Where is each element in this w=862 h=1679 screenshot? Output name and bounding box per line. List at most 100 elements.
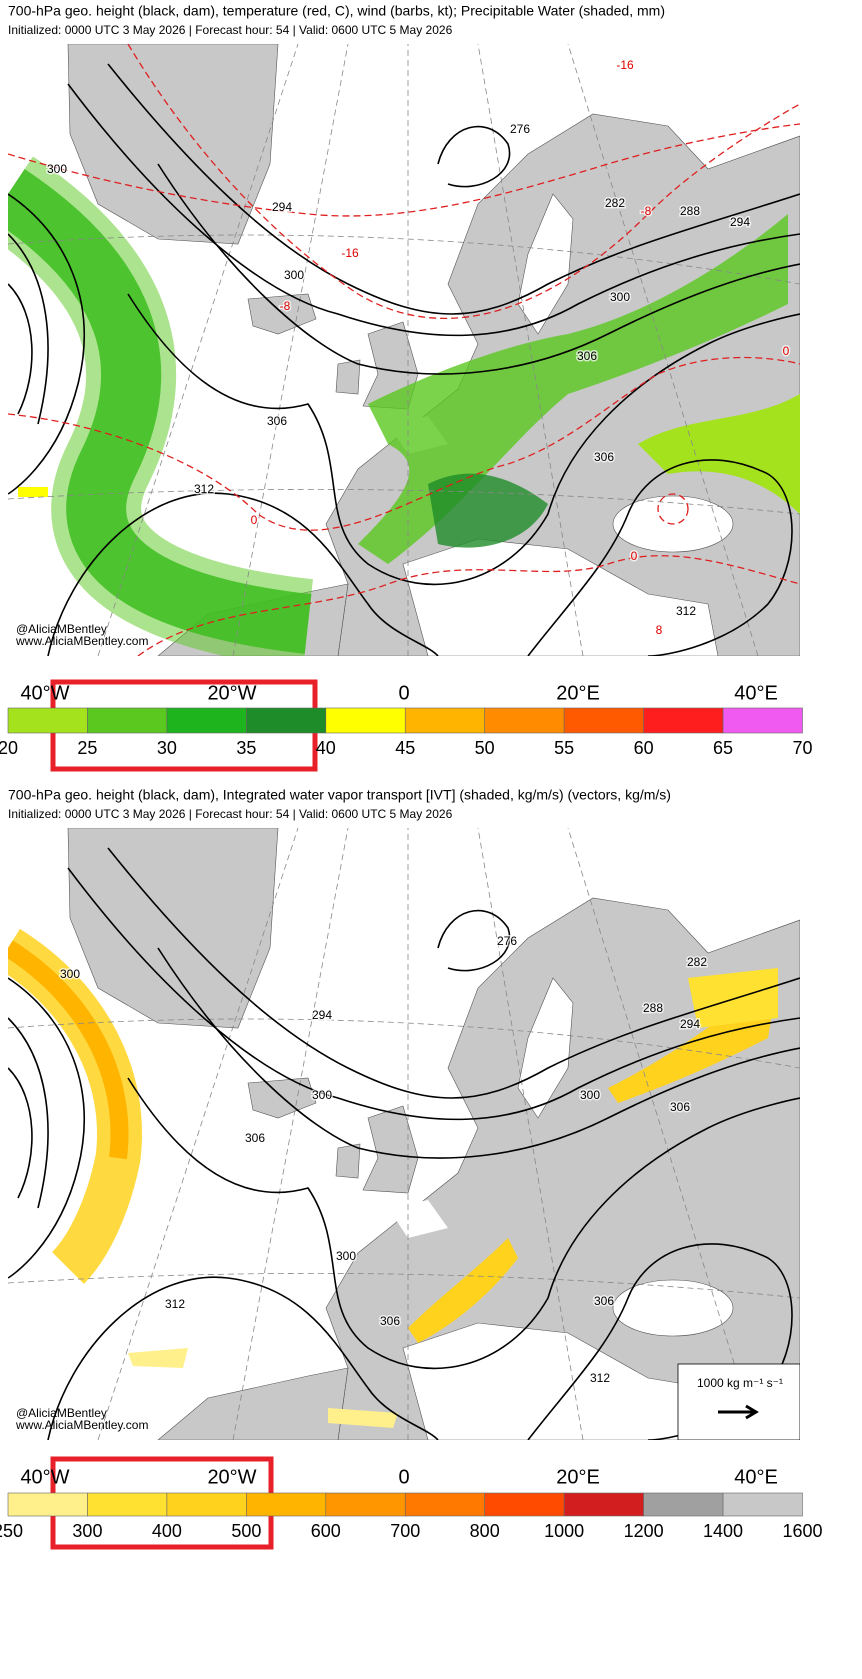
colorbar-tick-label: 20: [0, 738, 18, 758]
contour-label: 288: [680, 204, 700, 218]
contour-label: 294: [272, 200, 292, 214]
colorbar-segment: [87, 707, 168, 734]
panel-title: 700-hPa geo. height (black, dam), temper…: [8, 3, 665, 19]
panel-title: 700-hPa geo. height (black, dam), Integr…: [8, 787, 671, 803]
contour-label: 312: [676, 604, 696, 618]
credit: www.AliciaMBentley.com: [15, 1418, 148, 1432]
temperature-label: -8: [641, 204, 652, 218]
colorbar-tick-label: 60: [634, 738, 654, 758]
temperature-label: -16: [341, 246, 359, 260]
colorbar-segment: [722, 707, 803, 734]
contour-label: 294: [312, 1008, 332, 1022]
longitude-label: 40°E: [734, 1466, 778, 1488]
colorbar-tick-label: 1000: [544, 1521, 584, 1541]
contour-label: 306: [594, 1294, 614, 1308]
colorbar-tick-label: 400: [152, 1521, 182, 1541]
contour-label: 300: [312, 1088, 332, 1102]
colorbar-tick-label: 1600: [782, 1521, 822, 1541]
contour-label: 282: [605, 196, 625, 210]
colorbar-tick-label: 45: [395, 738, 415, 758]
temperature-label: 8: [656, 623, 663, 637]
panel-subtitle: Initialized: 0000 UTC 3 May 2026 | Forec…: [8, 23, 453, 37]
credit: @AliciaMBentley: [16, 1406, 107, 1420]
longitude-label: 0: [398, 682, 409, 704]
contour-label: 294: [680, 1017, 700, 1031]
contour-label: 306: [577, 349, 597, 363]
contour-label: 288: [643, 1001, 663, 1015]
map: [8, 44, 800, 656]
contour-label: 276: [510, 122, 530, 136]
longitude-label: 20°E: [556, 682, 600, 704]
colorbar-segment: [484, 707, 565, 734]
longitude-label: 40°E: [734, 682, 778, 704]
credit: @AliciaMBentley: [16, 622, 107, 636]
colorbar-segment: [404, 707, 485, 734]
temperature-label: -8: [280, 299, 291, 313]
colorbar-tick-label: 35: [236, 738, 256, 758]
longitude-label: 20°W: [207, 682, 256, 704]
colorbar-tick-label: 30: [157, 738, 177, 758]
colorbar-segment: [7, 707, 88, 734]
contour-label: 300: [610, 290, 630, 304]
contour-label: 282: [687, 955, 707, 969]
longitude-label: 20°E: [556, 1466, 600, 1488]
contour-label: 306: [380, 1314, 400, 1328]
longitude-label: 40°W: [20, 682, 69, 704]
contour-label: 306: [267, 414, 287, 428]
colorbar-tick-label: 65: [713, 738, 733, 758]
colorbar-segment: [246, 707, 327, 734]
contour-label: 300: [284, 268, 304, 282]
colorbar-segment: [722, 1492, 803, 1517]
colorbar-segment: [166, 707, 247, 734]
colorbar-segment: [563, 1492, 644, 1517]
contour-label: 306: [245, 1131, 265, 1145]
colorbar-tick-label: 1200: [624, 1521, 664, 1541]
colorbar-segment: [7, 1492, 88, 1517]
longitude-label: 20°W: [207, 1466, 256, 1488]
colorbar-segment: [87, 1492, 168, 1517]
contour-label: 300: [60, 967, 80, 981]
colorbar-tick-label: 800: [470, 1521, 500, 1541]
contour-label: 300: [580, 1088, 600, 1102]
contour-label: 312: [590, 1371, 610, 1385]
temperature-label: 0: [783, 344, 790, 358]
contour-label: 306: [594, 450, 614, 464]
colorbar-tick-label: 600: [311, 1521, 341, 1541]
colorbar-tick-label: 250: [0, 1521, 23, 1541]
longitude-label: 0: [398, 1466, 409, 1488]
colorbar-segment: [166, 1492, 247, 1517]
longitude-label: 40°W: [20, 1466, 69, 1488]
contour-label: 276: [497, 934, 517, 948]
temperature-label: -16: [616, 58, 634, 72]
colorbar-tick-label: 40: [316, 738, 336, 758]
colorbar-segment: [643, 707, 724, 734]
colorbar-tick-label: 55: [554, 738, 574, 758]
contour-label: 306: [670, 1100, 690, 1114]
colorbar-segment: [643, 1492, 724, 1517]
temperature-label: 0: [631, 549, 638, 563]
colorbar-segment: [325, 1492, 406, 1517]
temperature-label: 0: [251, 513, 258, 527]
contour-label: 294: [730, 215, 750, 229]
colorbar-segment: [563, 707, 644, 734]
colorbar-segment: [404, 1492, 485, 1517]
colorbar-tick-label: 700: [390, 1521, 420, 1541]
colorbar-tick-label: 300: [72, 1521, 102, 1541]
contour-label: 312: [194, 482, 214, 496]
credit: www.AliciaMBentley.com: [15, 634, 148, 648]
colorbar-tick-label: 50: [475, 738, 495, 758]
panel-subtitle: Initialized: 0000 UTC 3 May 2026 | Forec…: [8, 807, 453, 821]
contour-label: 300: [336, 1249, 356, 1263]
map: [8, 828, 800, 1440]
colorbar-tick-label: 25: [77, 738, 97, 758]
colorbar-segment: [484, 1492, 565, 1517]
contour-label: 300: [47, 162, 67, 176]
contour-label: 312: [165, 1297, 185, 1311]
colorbar-segment: [325, 707, 406, 734]
colorbar-tick-label: 1400: [703, 1521, 743, 1541]
colorbar-tick-label: 500: [231, 1521, 261, 1541]
colorbar-tick-label: 70: [792, 738, 812, 758]
colorbar-segment: [246, 1492, 327, 1517]
reference-vector-label: 1000 kg m⁻¹ s⁻¹: [697, 1376, 783, 1390]
